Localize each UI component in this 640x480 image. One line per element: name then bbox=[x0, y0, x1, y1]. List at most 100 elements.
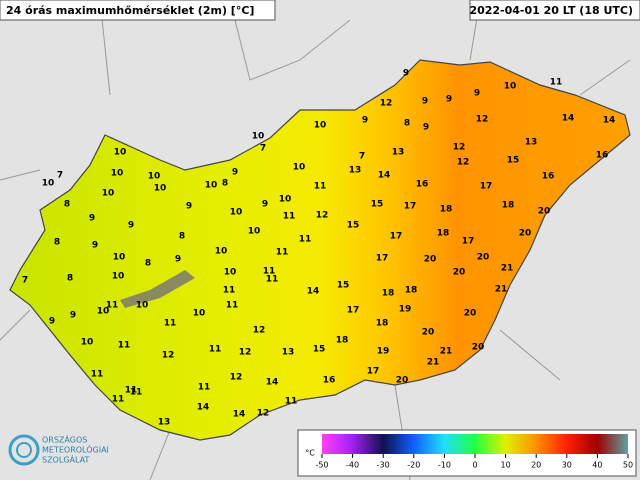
station-value: 10 bbox=[148, 172, 161, 182]
station-value: 19 bbox=[377, 347, 390, 357]
station-value: 12 bbox=[316, 211, 329, 221]
station-value: 20 bbox=[422, 328, 435, 338]
station-value: 9 bbox=[49, 317, 55, 327]
station-value: 7 bbox=[57, 171, 63, 181]
colorbar-ticks: -50 -40 -30 -20 -10 0 10 20 30 40 50 bbox=[315, 454, 633, 470]
station-value: 20 bbox=[396, 376, 409, 386]
station-value: 7 bbox=[359, 152, 365, 162]
station-value: 10 bbox=[154, 184, 167, 194]
station-value: 8 bbox=[179, 232, 185, 242]
station-value: 11 bbox=[226, 301, 239, 311]
station-value: 16 bbox=[323, 376, 336, 386]
station-value: 18 bbox=[502, 201, 515, 211]
station-value: 21 bbox=[427, 358, 440, 368]
station-value: 11 bbox=[266, 275, 279, 285]
colorbar-tick-label: 30 bbox=[562, 461, 572, 470]
station-value: 14 bbox=[307, 287, 320, 297]
lake bbox=[120, 270, 195, 308]
station-value: 11 bbox=[91, 370, 104, 380]
station-value: 11 bbox=[209, 345, 222, 355]
station-value: 14 bbox=[562, 114, 575, 124]
station-value: 9 bbox=[128, 221, 134, 231]
station-value: 13 bbox=[525, 138, 538, 148]
colorbar-tick-label: 20 bbox=[531, 461, 541, 470]
station-value: 10 bbox=[81, 338, 94, 348]
station-value: 13 bbox=[392, 148, 405, 158]
station-value: 10 bbox=[248, 227, 261, 237]
station-value: 21 bbox=[495, 285, 508, 295]
station-value: 11 bbox=[263, 267, 276, 277]
station-value: 11 bbox=[550, 78, 563, 88]
logo-text: ORSZÁGOS bbox=[42, 434, 87, 445]
station-value: 10 bbox=[102, 189, 115, 199]
station-value: 17 bbox=[367, 367, 380, 377]
station-value: 11 bbox=[223, 286, 236, 296]
station-value: 14 bbox=[266, 378, 279, 388]
station-value: 11 bbox=[164, 319, 177, 329]
station-value: 11 bbox=[299, 235, 312, 245]
station-value: 13 bbox=[158, 418, 171, 428]
station-value: 12 bbox=[239, 348, 252, 358]
colorbar-tick-label: -10 bbox=[438, 461, 451, 470]
station-value: 14 bbox=[378, 171, 391, 181]
station-value: 12 bbox=[476, 115, 489, 125]
station-value: 20 bbox=[464, 309, 477, 319]
station-value: 20 bbox=[477, 253, 490, 263]
station-value: 9 bbox=[232, 168, 238, 178]
station-value: 15 bbox=[313, 345, 326, 355]
station-value: 9 bbox=[186, 202, 192, 212]
station-value: 12 bbox=[162, 351, 175, 361]
station-value: 10 bbox=[97, 307, 110, 317]
station-value: 14 bbox=[197, 403, 210, 413]
title-box bbox=[0, 0, 276, 21]
station-value: 11 bbox=[112, 395, 125, 405]
logo-text: SZOLGÁLAT bbox=[42, 454, 89, 465]
station-value: 11 bbox=[198, 383, 211, 393]
station-value: 20 bbox=[424, 255, 437, 265]
colorbar-tick-label: -40 bbox=[346, 461, 359, 470]
station-value: 9 bbox=[89, 214, 95, 224]
station-value: 8 bbox=[54, 238, 60, 248]
station-value: 13 bbox=[282, 348, 295, 358]
station-value: 9 bbox=[474, 89, 480, 99]
station-value: 12 bbox=[453, 143, 466, 153]
station-value: 15 bbox=[507, 156, 520, 166]
station-value: 11 bbox=[125, 386, 138, 396]
station-value: 8 bbox=[64, 200, 70, 210]
logo-text: METEOROLÓGIAI bbox=[42, 444, 109, 455]
station-value: 16 bbox=[596, 151, 609, 161]
station-value: 10 bbox=[314, 121, 327, 131]
colorbar-tick-label: 40 bbox=[592, 461, 602, 470]
station-value: 18 bbox=[440, 205, 453, 215]
station-value: 17 bbox=[390, 232, 403, 242]
station-value: 9 bbox=[175, 255, 181, 265]
station-value: 16 bbox=[542, 172, 555, 182]
station-value: 8 bbox=[145, 259, 151, 269]
timestamp: 2022-04-01 20 LT (18 UTC) bbox=[469, 4, 633, 17]
station-value: 18 bbox=[405, 286, 418, 296]
station-value: 13 bbox=[349, 166, 362, 176]
station-value: 12 bbox=[457, 158, 470, 168]
logo-icon-inner bbox=[16, 442, 32, 458]
station-value: 9 bbox=[423, 123, 429, 133]
station-value: 18 bbox=[382, 289, 395, 299]
colorbar bbox=[322, 434, 628, 454]
station-value: 20 bbox=[453, 268, 466, 278]
colorbar-tick-label: 10 bbox=[501, 461, 511, 470]
station-value: 10 bbox=[230, 208, 243, 218]
station-value: 20 bbox=[538, 207, 551, 217]
colorbar-tick-label: -20 bbox=[407, 461, 420, 470]
station-value: 9 bbox=[362, 116, 368, 126]
station-value: 20 bbox=[472, 343, 485, 353]
station-value: 17 bbox=[347, 306, 360, 316]
station-value: 11 bbox=[106, 301, 119, 311]
station-value: 11 bbox=[314, 182, 327, 192]
station-value: 10 bbox=[293, 163, 306, 173]
station-value: 9 bbox=[403, 69, 409, 79]
station-value: 17 bbox=[376, 254, 389, 264]
station-value: 12 bbox=[230, 373, 243, 383]
station-value: 10 bbox=[113, 253, 126, 263]
station-value: 8 bbox=[67, 274, 73, 284]
